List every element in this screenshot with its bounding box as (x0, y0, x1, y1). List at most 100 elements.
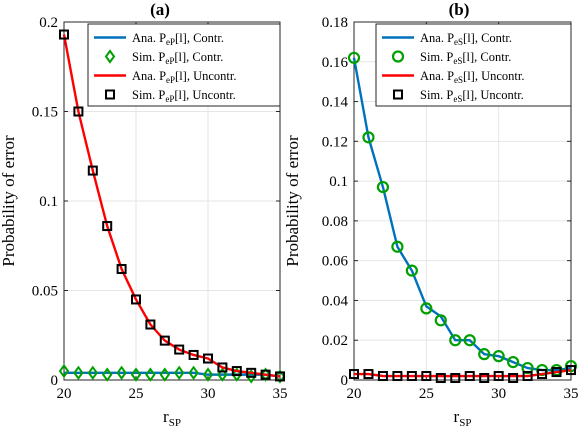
data-point-square (275, 371, 285, 382)
legend-label-sub: eS (453, 94, 462, 104)
x-axis-label: rSP (454, 407, 472, 429)
x-axis-label-sub: SP (169, 417, 181, 429)
y-tick-label: 0.08 (322, 214, 348, 230)
legend: Ana. PeS[l], Contr.Sim. PeS[l], Contr.An… (375, 23, 572, 107)
data-point-square (363, 369, 374, 380)
series-0 (352, 57, 572, 372)
legend-label-sub: eS (454, 75, 463, 85)
data-point-square (260, 369, 271, 380)
series-0 (64, 371, 281, 378)
legend: Ana. PeP[l], Contr.Sim. PeP[l], Contr.An… (87, 23, 281, 107)
legend-swatch-circle (391, 50, 405, 63)
legend-label: Ana. PeP[l], Uncontr. (132, 69, 236, 85)
legend-label-prefix: Ana. P (420, 31, 454, 45)
data-point-square (377, 371, 388, 382)
data-point-square (392, 371, 403, 382)
data-point-diamond (202, 367, 214, 382)
legend-label-suffix: [l], Contr. (175, 31, 224, 45)
y-axis-label: Probability of error (0, 135, 18, 267)
x-tick-label: 30 (491, 386, 506, 402)
chart-panel-b: 20 25 30 35 0 0.02 0.04 0.06 0.08 0.1 0.12 0.14 0.16… (283, 0, 579, 429)
legend-label: Sim. PeS[l], Uncontr. (420, 88, 524, 104)
y-tick-label: 0.02 (322, 333, 348, 349)
data-point-diamond (274, 369, 286, 384)
data-point-diamond (73, 365, 84, 381)
legend-label: Ana. PeS[l], Contr. (420, 31, 512, 47)
data-point-square (73, 106, 84, 117)
series-3 (59, 29, 285, 382)
legend-label-prefix: Sim. P (132, 88, 165, 102)
data-point-circle (376, 180, 390, 194)
chart-title: (b) (449, 0, 470, 19)
x-axis-label: rSP (163, 407, 181, 429)
legend-label-suffix: [l], Contr. (174, 50, 223, 64)
y-tick-label: 0.2 (39, 15, 58, 31)
data-point-square (131, 294, 141, 305)
data-point-circle (405, 264, 418, 277)
y-tick-label: 0.14 (322, 95, 349, 111)
data-point-square (479, 373, 490, 384)
data-point-square (145, 319, 156, 330)
legend-label-prefix: Ana. P (420, 69, 454, 83)
data-point-circle (521, 361, 534, 375)
data-point-diamond (260, 367, 271, 382)
series-1 (58, 363, 286, 384)
x-tick-label: 35 (564, 386, 579, 402)
y-tick-label: 0.04 (322, 293, 349, 309)
data-point-circle (507, 356, 520, 369)
x-tick-label: 20 (347, 386, 362, 402)
series-line (354, 368, 572, 378)
data-point-diamond (101, 367, 113, 382)
data-point-square (508, 373, 519, 384)
legend-label: Ana. PeP[l], Contr. (132, 31, 224, 47)
legend-label: Sim. PeP[l], Uncontr. (132, 88, 236, 104)
legend-label-suffix: [l], Uncontr. (462, 88, 523, 102)
y-tick-label: 0.15 (32, 105, 58, 121)
data-point-diamond (58, 363, 70, 379)
legend-label-sub: eP (166, 75, 175, 85)
data-point-circle (492, 350, 505, 363)
y-tick-label: 0.1 (39, 194, 58, 210)
x-tick-label: 35 (273, 386, 288, 402)
data-point-diamond (217, 367, 228, 382)
x-tick-label: 25 (129, 386, 144, 402)
legend-label-prefix: Sim. P (420, 50, 453, 64)
data-point-square (116, 264, 127, 275)
data-point-square (435, 373, 446, 384)
series-2 (354, 368, 572, 378)
y-tick-label: 0.16 (322, 55, 349, 71)
y-tick-label: 0.06 (322, 254, 349, 270)
legend-label-sub: eP (165, 94, 174, 104)
legend-label-suffix: [l], Uncontr. (463, 69, 524, 83)
data-point-square (246, 367, 257, 378)
y-tick-label: 0.1 (329, 174, 348, 190)
data-point-square (159, 335, 170, 346)
data-point-square (406, 371, 417, 382)
legend-label-prefix: Sim. P (132, 50, 165, 64)
data-point-square (174, 344, 185, 355)
x-tick-label: 20 (57, 386, 72, 402)
series-line (64, 371, 281, 378)
legend-swatch-square (105, 89, 115, 100)
legend-label-suffix: [l], Contr. (462, 50, 511, 64)
data-point-square (464, 371, 475, 382)
y-tick-label: 0 (341, 373, 349, 389)
legend-label: Ana. PeS[l], Uncontr. (420, 69, 524, 85)
legend-label: Sim. PeS[l], Contr. (420, 50, 511, 66)
series-line (62, 34, 281, 378)
legend-swatch-square (393, 89, 403, 100)
data-point-diamond (159, 367, 171, 382)
data-point-circle (347, 51, 361, 64)
data-point-square (231, 366, 242, 377)
legend-label-prefix: Sim. P (420, 88, 453, 102)
data-point-square (188, 349, 199, 360)
x-axis-label-main: r (454, 407, 460, 426)
series-2 (62, 34, 281, 378)
data-point-circle (478, 348, 491, 361)
legend-label-suffix: [l], Uncontr. (174, 88, 235, 102)
x-axis-label-sub: SP (459, 417, 471, 429)
x-tick-label: 25 (419, 386, 434, 402)
data-point-square (450, 373, 461, 384)
legend-label-sub: eP (166, 37, 175, 47)
